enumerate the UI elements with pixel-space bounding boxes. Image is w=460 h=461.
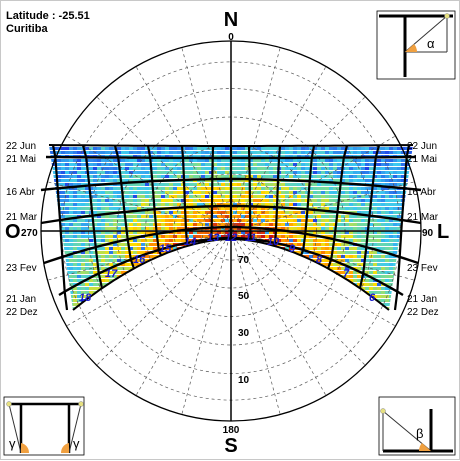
- date-label-left: 23 Fev: [6, 263, 37, 274]
- date-label-left: 21 Mai: [6, 154, 36, 165]
- alpha-symbol: α: [427, 36, 435, 51]
- hour-line: [180, 145, 190, 247]
- east-degree-label: 90: [422, 228, 434, 239]
- altitude-label: 50: [238, 291, 250, 302]
- hour-line: [81, 145, 104, 289]
- hour-line: [146, 145, 163, 256]
- hour-label: 11: [245, 232, 256, 244]
- hour-label: 6: [369, 292, 376, 304]
- date-labels: 22 Jun 21 Mai 16 Abr 21 Mar 23 Fev 21 Jan 22 D…: [6, 141, 439, 318]
- altitude-label: 70: [238, 255, 250, 266]
- hour-line: [358, 145, 381, 289]
- hour-label: 7: [343, 268, 350, 280]
- hour-label: 18: [79, 292, 92, 304]
- hour-label: 8: [316, 254, 323, 266]
- beta-angle-icon: β: [378, 396, 456, 456]
- south-degree-label: 180: [223, 425, 240, 436]
- gamma-symbol-right: γ: [73, 436, 80, 451]
- date-label-left: 22 Dez: [6, 307, 38, 318]
- hour-label: 14: [184, 236, 196, 248]
- date-label-left: 22 Jun: [6, 141, 36, 152]
- hour-labels: 18 17 16 15 14 13 12 11 10 9 8 7 6: [79, 232, 376, 304]
- hour-label: 10: [267, 236, 280, 248]
- date-label-right: 22 Dez: [407, 307, 439, 318]
- hour-label: 17: [105, 268, 118, 280]
- south-label: S: [224, 435, 237, 457]
- hour-label: 9: [289, 243, 296, 255]
- north-degree-label: 0: [228, 32, 234, 43]
- gamma-angle-icon: γ γ: [3, 396, 85, 456]
- west-degree-label: 270: [21, 228, 38, 239]
- hour-line: [113, 145, 136, 269]
- altitude-label: 10: [238, 375, 250, 386]
- location-label: Curitiba: [6, 23, 48, 35]
- east-label: L: [437, 221, 449, 243]
- date-label-left: 16 Abr: [6, 187, 36, 198]
- hour-label: 13: [207, 232, 219, 244]
- hour-label: 12: [225, 232, 237, 244]
- hour-line: [299, 145, 316, 256]
- hour-label: 16: [133, 254, 146, 266]
- date-label-right: 22 Jun: [407, 141, 437, 152]
- latitude-label: Latitude : -25.51: [6, 10, 90, 22]
- altitude-label: 30: [238, 328, 250, 339]
- hour-label: 15: [159, 243, 172, 255]
- date-label-right: 21 Mar: [407, 212, 439, 223]
- hour-line: [209, 145, 215, 241]
- date-label-right: 21 Mai: [407, 154, 437, 165]
- date-label-left: 21 Mar: [6, 212, 38, 223]
- date-label-right: 21 Jan: [407, 294, 437, 305]
- hour-line: [326, 145, 349, 269]
- gamma-symbol-left: γ: [9, 436, 16, 451]
- west-label: O: [5, 221, 21, 243]
- hour-line: [272, 145, 282, 247]
- altitude-labels: 10 30 50 70: [238, 255, 250, 386]
- beta-symbol: β: [416, 426, 423, 441]
- hour-line: [247, 145, 253, 241]
- date-label-left: 21 Jan: [6, 294, 36, 305]
- date-label-right: 23 Fev: [407, 263, 438, 274]
- north-label: N: [224, 9, 238, 31]
- date-label-right: 16 Abr: [407, 187, 437, 198]
- alpha-angle-icon: α: [376, 10, 456, 80]
